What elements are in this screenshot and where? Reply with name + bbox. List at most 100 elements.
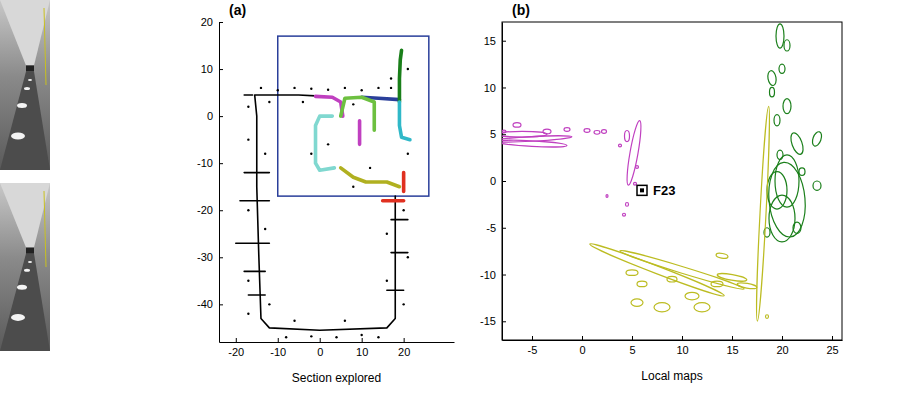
panel: -20-1001020-40-30-20-1001020(a)Section e… [197, 2, 454, 385]
covariance-ellipse [502, 134, 572, 143]
landmark [293, 320, 295, 322]
tick-label: 20 [201, 16, 213, 28]
covariance-ellipse [602, 130, 607, 134]
covariance-ellipse [634, 182, 637, 185]
tick-mark [582, 336, 583, 340]
tick-mark [278, 338, 279, 342]
tick: 20 [776, 336, 788, 356]
tick-label: 5 [629, 344, 635, 356]
landmark [268, 303, 270, 305]
image-overlay [44, 8, 46, 85]
image-floor [0, 71, 50, 170]
tick: -5 [486, 222, 506, 234]
covariance-ellipse [502, 139, 567, 148]
landmark [268, 101, 270, 103]
landmark [386, 280, 388, 282]
tick-mark [236, 338, 237, 342]
tick-mark [502, 321, 506, 322]
landmark [310, 88, 312, 90]
tick-label: -20 [228, 346, 244, 358]
panel-label: (b) [512, 2, 530, 18]
landmark [264, 153, 266, 155]
landmark [360, 334, 362, 336]
landmark [264, 228, 266, 230]
trajectory [399, 102, 409, 140]
tick-label: -30 [197, 251, 213, 263]
tick-mark [219, 69, 223, 70]
tick-mark [782, 336, 783, 340]
covariance-ellipse [799, 168, 805, 175]
tick-label: 20 [776, 344, 788, 356]
tick-label: 15 [726, 344, 738, 356]
figure: -20-1001020-40-30-20-1001020(a)Section e… [0, 0, 905, 397]
landmark [247, 280, 249, 282]
covariance-ellipse [619, 248, 745, 292]
tick: 10 [484, 81, 506, 93]
landmark [327, 89, 329, 91]
tick-mark [219, 116, 223, 117]
camera-image [0, 0, 50, 170]
panel: -50510152025-15-10-5051015F23(b)Local ma… [480, 2, 842, 383]
tick-mark [732, 336, 733, 340]
landmark [327, 143, 329, 145]
tick-label: 5 [490, 128, 496, 140]
tick: 10 [201, 63, 223, 75]
covariance-ellipse [766, 161, 808, 239]
covariance-ellipse [667, 276, 677, 282]
tick-label: 25 [826, 344, 838, 356]
landmark [352, 186, 354, 188]
landmark [390, 77, 392, 79]
covariance-ellipse [564, 128, 570, 132]
landmark [407, 153, 409, 155]
tick-label: -40 [197, 298, 213, 310]
trajectory [341, 97, 375, 130]
image-floor-light [28, 79, 32, 81]
image-floor-light [11, 133, 25, 140]
covariance-ellipse [767, 172, 787, 209]
covariance-ellipse [588, 241, 725, 300]
image-floor-light [24, 269, 30, 272]
covariance-ellipse [784, 40, 790, 51]
tick: 5 [629, 336, 635, 356]
image-ceiling [0, 0, 50, 65]
covariance-ellipse [779, 64, 785, 73]
covariance-ellipse [767, 70, 777, 86]
tick-label: -10 [197, 157, 213, 169]
covariance-ellipse [636, 166, 639, 169]
landmark [293, 87, 295, 89]
covariance-ellipse [619, 144, 622, 147]
covariance-ellipse [637, 281, 647, 287]
covariance-ellipse [737, 282, 758, 290]
covariance-ellipse [513, 123, 521, 128]
covariance-ellipse [626, 203, 629, 207]
landmark [310, 335, 312, 337]
tick-label: 0 [579, 344, 585, 356]
landmark [247, 138, 249, 140]
covariance-ellipse [685, 292, 699, 299]
tick: -5 [528, 336, 538, 356]
tick: 10 [356, 338, 368, 358]
covariance-ellipse [777, 150, 783, 159]
covariance-ellipse [811, 131, 824, 148]
tick-mark [632, 336, 633, 340]
image-floor-light [24, 87, 30, 90]
y-axis: -40-30-20-1001020 [197, 16, 223, 342]
tick: 20 [201, 16, 223, 28]
covariance-ellipse [584, 129, 590, 133]
tick-mark [502, 87, 506, 88]
tick-mark [502, 228, 506, 229]
covariance-ellipse [623, 213, 626, 216]
annotation: F23 [653, 183, 675, 198]
panel-label: (a) [229, 2, 246, 18]
tick: 15 [484, 35, 506, 47]
tick: 20 [398, 338, 410, 358]
trajectory [341, 168, 400, 187]
image-background [0, 0, 50, 170]
covariance-ellipse [793, 222, 801, 233]
image-corridor-end [26, 248, 34, 254]
tick-mark [404, 338, 405, 342]
tick: 25 [826, 336, 838, 356]
tick-label: -5 [528, 344, 538, 356]
covariance-ellipse [654, 303, 670, 312]
covariance-ellipse [625, 130, 630, 141]
